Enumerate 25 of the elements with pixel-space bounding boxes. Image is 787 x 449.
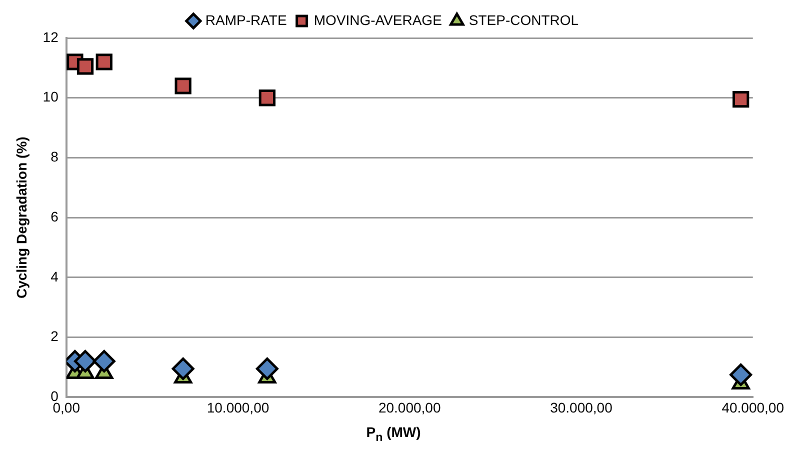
point — [96, 54, 112, 70]
point — [92, 350, 116, 373]
point — [730, 364, 752, 386]
y-tick-label: 8 — [50, 148, 59, 165]
point — [256, 358, 278, 380]
y-tick-label: 6 — [50, 208, 59, 224]
y-tick-label: 4 — [50, 268, 59, 284]
y-axis-title: Cycling Degradation (%) — [13, 136, 30, 298]
point — [258, 90, 276, 106]
point — [174, 78, 192, 94]
point — [76, 58, 94, 75]
point — [732, 91, 750, 108]
x-tick-label: 30.000,00 — [550, 399, 613, 416]
x-tick-label: 40.000,00 — [722, 399, 784, 416]
x-tick-label: 10.000,00 — [206, 399, 270, 416]
y-tick-label: 10 — [42, 88, 59, 105]
legend-label: STEP-CONTROL — [468, 12, 579, 28]
point — [74, 350, 96, 373]
legend-label: MOVING-AVERAGE — [314, 12, 442, 28]
y-tick-label: 12 — [42, 28, 59, 45]
x-tick-label: 20.000,00 — [378, 399, 441, 416]
y-tick-label: 2 — [50, 328, 59, 344]
point — [172, 358, 194, 380]
x-axis-title: P$_{n}$ (MW) — [365, 424, 422, 444]
legend-label: RAMP-RATE — [205, 12, 287, 28]
